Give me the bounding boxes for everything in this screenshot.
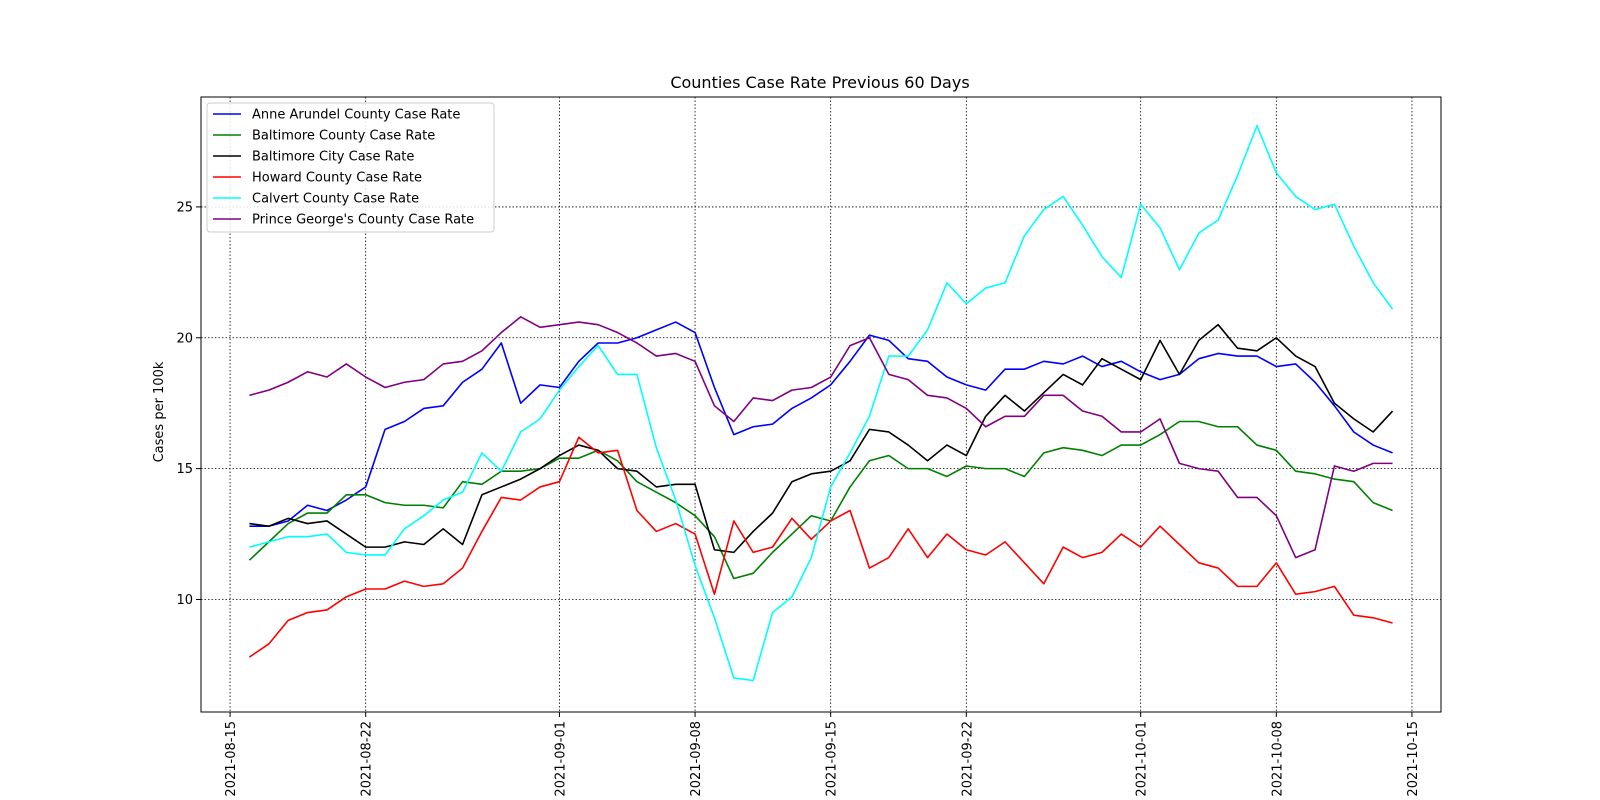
x-tick-label: 2021-08-22 xyxy=(360,721,375,797)
series-line-1 xyxy=(248,420,1393,580)
legend-label-4: Calvert County Case Rate xyxy=(252,192,419,207)
x-tick-label: 2021-10-01 xyxy=(1135,721,1150,797)
series-layer xyxy=(248,124,1394,682)
y-tick-label: 25 xyxy=(176,200,193,215)
x-tick-label: 2021-09-08 xyxy=(689,721,704,797)
series-line-4 xyxy=(249,124,1394,682)
plot-frame xyxy=(200,96,1442,713)
legend-label-5: Prince George's County Case Rate xyxy=(252,213,474,228)
y-tick-label: 15 xyxy=(176,462,193,477)
series-line-5 xyxy=(249,316,1393,559)
legend-frame xyxy=(206,102,495,233)
x-tick-label: 2021-09-15 xyxy=(825,721,840,797)
y-tick-label: 20 xyxy=(176,331,193,346)
series-line-2 xyxy=(249,323,1394,554)
legend-label-1: Baltimore County Case Rate xyxy=(252,129,435,144)
grid xyxy=(201,97,1441,712)
x-tick-label: 2021-10-15 xyxy=(1406,721,1421,797)
series-line-3 xyxy=(248,436,1393,658)
x-tick-label: 2021-09-01 xyxy=(553,721,568,797)
y-tick-label: 10 xyxy=(176,593,193,608)
legend-label-3: Howard County Case Rate xyxy=(252,171,422,186)
axis-ticks: 2021-08-15 2021-08-22 2021-09-01 2021-09-08… xyxy=(176,200,1420,796)
series-line-0 xyxy=(249,321,1393,527)
legend: Anne Arundel County Case Rate Baltimore C… xyxy=(206,102,495,233)
x-tick-label: 2021-10-08 xyxy=(1270,721,1285,797)
legend-label-0: Anne Arundel County Case Rate xyxy=(252,108,460,123)
legend-label-2: Baltimore City Case Rate xyxy=(252,150,414,165)
chart-title: Counties Case Rate Previous 60 Days xyxy=(670,73,969,92)
x-tick-label: 2021-08-15 xyxy=(224,721,239,797)
y-axis-label: Cases per 100k xyxy=(152,361,167,462)
x-tick-label: 2021-09-22 xyxy=(960,721,975,797)
